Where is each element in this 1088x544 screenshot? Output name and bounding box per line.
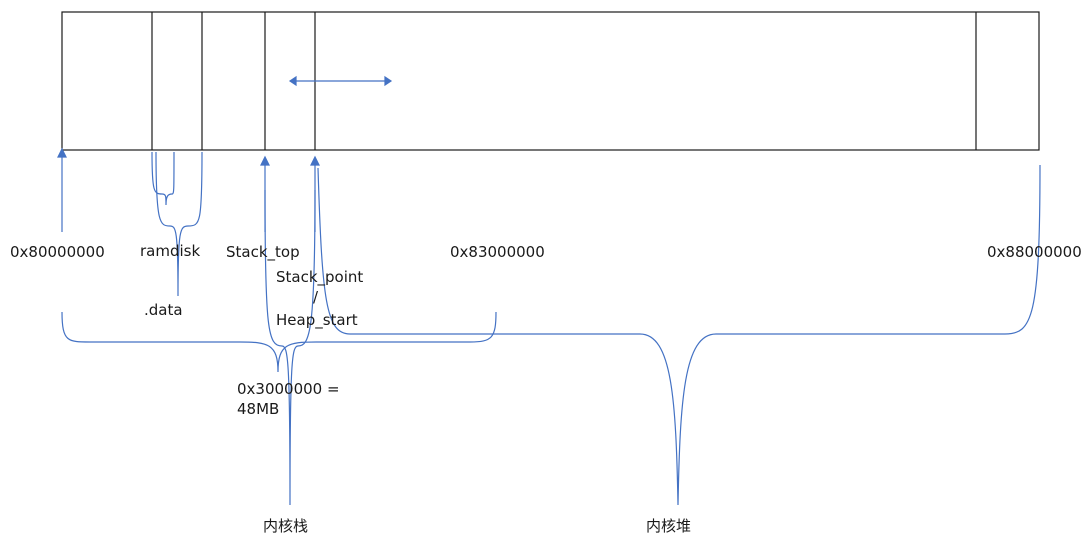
slash-separator-label: / [313,288,319,306]
memory-region-box [61,11,1040,151]
memory-map [61,11,1040,151]
stack-point-label: Stack_point [276,268,364,286]
kernel-stack-label: 内核栈 [263,517,309,535]
kernel-stack-brace [264,189,316,506]
kernel-heap-brace [317,164,1041,506]
addr-mid-label: 0x83000000 [450,243,545,261]
data-section-brace [155,151,203,297]
ramdisk-label: ramdisk [140,242,201,260]
size-48mb-brace [61,311,497,373]
data-section-label: .data [144,301,183,319]
kernel-heap-label: 内核堆 [646,517,692,535]
size-line1-label: 0x3000000 = [237,380,340,398]
size-line2-label: 48MB [237,400,280,418]
ramdisk-brace [151,151,175,206]
growth-double-arrow [288,75,393,87]
addr-start-label: 0x80000000 [10,243,105,261]
addr-end-label: 0x88000000 [987,243,1082,261]
stack-top-label: Stack_top [226,243,300,261]
heap-start-label: Heap_start [276,311,358,329]
addr-start-arrow [57,147,67,232]
